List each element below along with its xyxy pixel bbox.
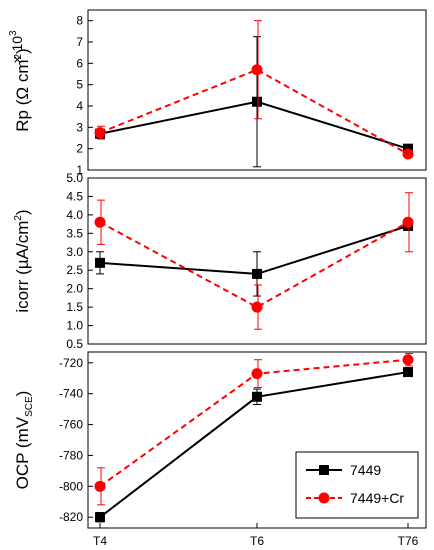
rp-y-tick-label: 8 [76,14,83,28]
icorr-y-tick-label: 0.5 [66,337,83,351]
x-axis: T4 T6 T76 [93,523,419,548]
ocp-y-tick-label: -820 [59,510,83,524]
ocp-panel: -820 -800 -780 -760 -740 -720 OCP (mVSCE) 744… [13,351,427,529]
ocp-y-tick-label: -720 [59,356,83,370]
ocp-point-7449-cr [94,480,106,492]
icorr-y-tick-label: 4.5 [66,189,83,203]
rp-series-line-7449-cr [99,68,409,155]
ocp-point-7449 [252,391,262,402]
icorr-point-7449 [252,268,262,279]
ocp-y-tick-label: -760 [59,418,83,432]
x-tick-label: T76 [398,534,419,548]
rp-y-tick-label: 2 [76,142,83,156]
ocp-point-7449-cr [251,368,263,380]
icorr-panel-frame [87,177,427,345]
legend-box [295,451,419,519]
icorr-point-7449 [95,257,105,268]
rp-y-tick-label: 4 [76,99,83,113]
ocp-y-ticks: -820 -800 -780 -760 -740 -720 [59,356,93,524]
x-tick-label: T6 [250,534,264,548]
icorr-y-tick-label: 2.0 [66,282,83,296]
ocp-point-7449 [403,367,413,378]
legend: 7449 7449+Cr [295,451,419,519]
icorr-series-line-7449-cr [99,221,409,309]
rp-y-tick-label: 1 [76,163,83,177]
icorr-series-line-7449 [99,225,409,275]
rp-y-axis-label: Rp (Ω cm2) [13,48,32,131]
rp-multiplier-label: × 103 [8,30,25,64]
rp-panel-frame [87,9,427,171]
rp-series-line-7449 [99,100,409,150]
icorr-y-tick-label: 2.5 [66,263,83,277]
icorr-y-axis-label: icorr (µA/cm2) [13,209,32,312]
ocp-point-7449-cr [402,354,414,366]
ocp-y-axis-label: OCP (mVSCE) [13,391,35,490]
legend-label-7449-cr: 7449+Cr [350,490,404,506]
icorr-y-tick-label: 1.5 [66,300,83,314]
x-tick-label: T4 [93,534,107,548]
rp-point-7449-cr [251,64,263,76]
rp-point-7449-cr [94,127,106,139]
legend-marker-7449 [319,465,329,475]
ocp-y-tick-label: -800 [59,479,83,493]
ocp-y-tick-label: -740 [59,387,83,401]
icorr-y-tick-label: 3.5 [66,226,83,240]
ocp-plot-area [94,353,414,523]
icorr-y-tick-label: 1.0 [66,319,83,333]
icorr-point-7449-cr [251,301,263,313]
icorr-y-ticks: 0.5 1.0 1.5 2.0 2.5 3.0 3.5 4.0 4.5 5.0 [66,171,93,351]
rp-y-tick-label: 7 [76,35,83,49]
rp-y-ticks: 1 2 3 4 5 6 7 8 [76,14,93,177]
ocp-y-tick-label: -780 [59,448,83,462]
icorr-point-7449-cr [402,216,414,228]
rp-point-7449 [252,96,262,107]
icorr-point-7449-cr [94,216,106,228]
rp-y-tick-label: 3 [76,120,83,134]
rp-panel: 1 2 3 4 5 6 7 8 Rp (Ω cm2) × 103 [8,9,427,177]
ocp-point-7449 [95,512,105,523]
icorr-y-tick-label: 3.0 [66,245,83,259]
icorr-y-tick-label: 4.0 [66,208,83,222]
rp-y-tick-label: 5 [76,78,83,92]
rp-plot-area [94,20,414,168]
icorr-plot-area [94,192,414,330]
rp-point-7449-cr [402,148,414,160]
rp-y-tick-label: 6 [76,56,83,70]
legend-label-7449: 7449 [350,462,381,478]
legend-marker-7449-cr [318,492,330,504]
icorr-y-tick-label: 5.0 [66,171,83,185]
icorr-panel: 0.5 1.0 1.5 2.0 2.5 3.0 3.5 4.0 4.5 5.0 icorr (µA… [13,171,427,351]
